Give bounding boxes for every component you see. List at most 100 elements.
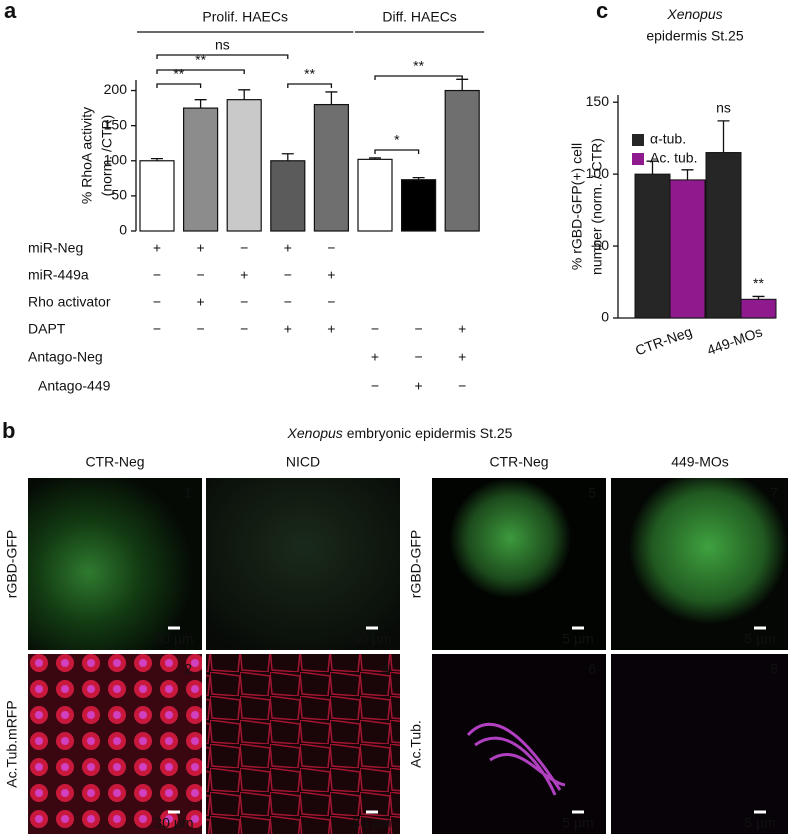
image-number: 6 (588, 661, 596, 677)
scale-label: 30 µm (154, 631, 193, 647)
error-bar (456, 78, 469, 91)
image-number: 3 (382, 485, 390, 501)
cilia (466, 722, 566, 796)
column-header: CTR-Neg (489, 454, 548, 470)
condition-mark: + (284, 240, 292, 256)
scale-label: 30 µm (352, 631, 391, 647)
scale-label: 5 µm (562, 815, 593, 831)
micrograph (432, 478, 606, 650)
condition-label: DAPT (28, 321, 66, 337)
condition-mark: + (371, 349, 379, 365)
error-bar (752, 295, 765, 300)
significance-bracket (156, 69, 245, 74)
bar (183, 107, 219, 232)
micrograph (206, 478, 400, 650)
condition-label: miR-Neg (28, 240, 83, 256)
legend-label: α-tub. (650, 131, 686, 147)
error-bar (717, 120, 730, 153)
bar (740, 298, 777, 319)
condition-label: Antago-Neg (28, 349, 103, 365)
error-bar (281, 153, 294, 161)
significance-bracket (374, 149, 420, 154)
micrograph (28, 654, 202, 834)
error-bar (369, 157, 381, 160)
condition-mark: − (197, 321, 205, 337)
condition-mark: − (153, 321, 161, 337)
y-tick-label: 100 (586, 165, 610, 181)
significance-bracket (156, 54, 289, 59)
condition-mark: − (240, 240, 248, 256)
chart-title: Xenopus (666, 6, 722, 22)
annotation: ** (753, 275, 764, 291)
image-number: 1 (184, 485, 192, 501)
image-number: 2 (184, 661, 192, 677)
bar (705, 152, 742, 319)
scale-label: 30 µm (154, 815, 193, 831)
condition-mark: + (153, 240, 161, 256)
condition-mark: + (458, 321, 466, 337)
condition-mark: + (327, 267, 335, 283)
significance-label: ** (304, 66, 315, 82)
condition-mark: − (327, 240, 335, 256)
significance-bracket (156, 83, 202, 88)
significance-label: ns (215, 37, 230, 53)
y-tick-label: 150 (586, 93, 610, 109)
image-number: 5 (588, 485, 596, 501)
error-bar (325, 91, 338, 105)
error-bar (238, 89, 251, 100)
y-axis-label: % RhoA activity (79, 107, 95, 204)
error-bar (681, 169, 694, 180)
row-label: Ac.Tub.mRFP (4, 700, 20, 787)
micrograph (206, 654, 400, 834)
y-axis-label: % rGBD-GFP(+) cell (569, 143, 585, 270)
condition-mark: − (153, 267, 161, 283)
bar (357, 158, 393, 232)
significance-bracket (374, 75, 463, 80)
image-number: 8 (770, 661, 778, 677)
y-tick-label: 100 (104, 151, 128, 167)
condition-mark: − (415, 349, 423, 365)
scale-label: 5 µm (744, 815, 775, 831)
condition-mark: + (284, 321, 292, 337)
y-tick-label: 50 (593, 237, 609, 253)
bar (634, 173, 671, 319)
y-tick-label: 50 (111, 187, 127, 203)
group-label: Diff. HAECs (382, 9, 456, 25)
panel-label: b (2, 418, 15, 443)
significance-label: ** (413, 58, 424, 74)
condition-mark: − (284, 267, 292, 283)
column-header: CTR-Neg (85, 454, 144, 470)
condition-mark: − (240, 321, 248, 337)
y-tick-label: 0 (119, 222, 127, 238)
y-tick-label: 0 (601, 309, 609, 325)
condition-label: miR-449a (28, 267, 89, 283)
condition-mark: + (240, 267, 248, 283)
y-tick-label: 200 (104, 81, 128, 97)
scale-label: 5 µm (744, 631, 775, 647)
bar (313, 103, 349, 232)
y-tick-label: 150 (104, 116, 128, 132)
condition-mark: − (153, 294, 161, 310)
bar (444, 89, 480, 232)
error-bar (646, 160, 659, 175)
annotation: ns (716, 100, 731, 116)
condition-label: Rho activator (28, 294, 111, 310)
x-tick-label: CTR-Neg (633, 323, 694, 358)
panel-label: c (596, 0, 608, 23)
significance-bracket (287, 83, 333, 88)
condition-mark: + (197, 240, 205, 256)
condition-mark: + (415, 378, 423, 394)
y-axis-label: number (norm. / CTR) (589, 138, 605, 275)
column-header: NICD (286, 454, 320, 470)
bar (270, 160, 306, 232)
panel-title: Xenopus embryonic epidermis St.25 (287, 425, 513, 441)
condition-mark: − (371, 378, 379, 394)
bar (226, 99, 262, 232)
image-number: 4 (382, 661, 390, 677)
y-axis-label: (norm. /CTR) (99, 115, 115, 197)
micrograph (611, 654, 788, 834)
image-number: 7 (770, 485, 778, 501)
condition-mark: − (415, 321, 423, 337)
condition-mark: + (197, 294, 205, 310)
